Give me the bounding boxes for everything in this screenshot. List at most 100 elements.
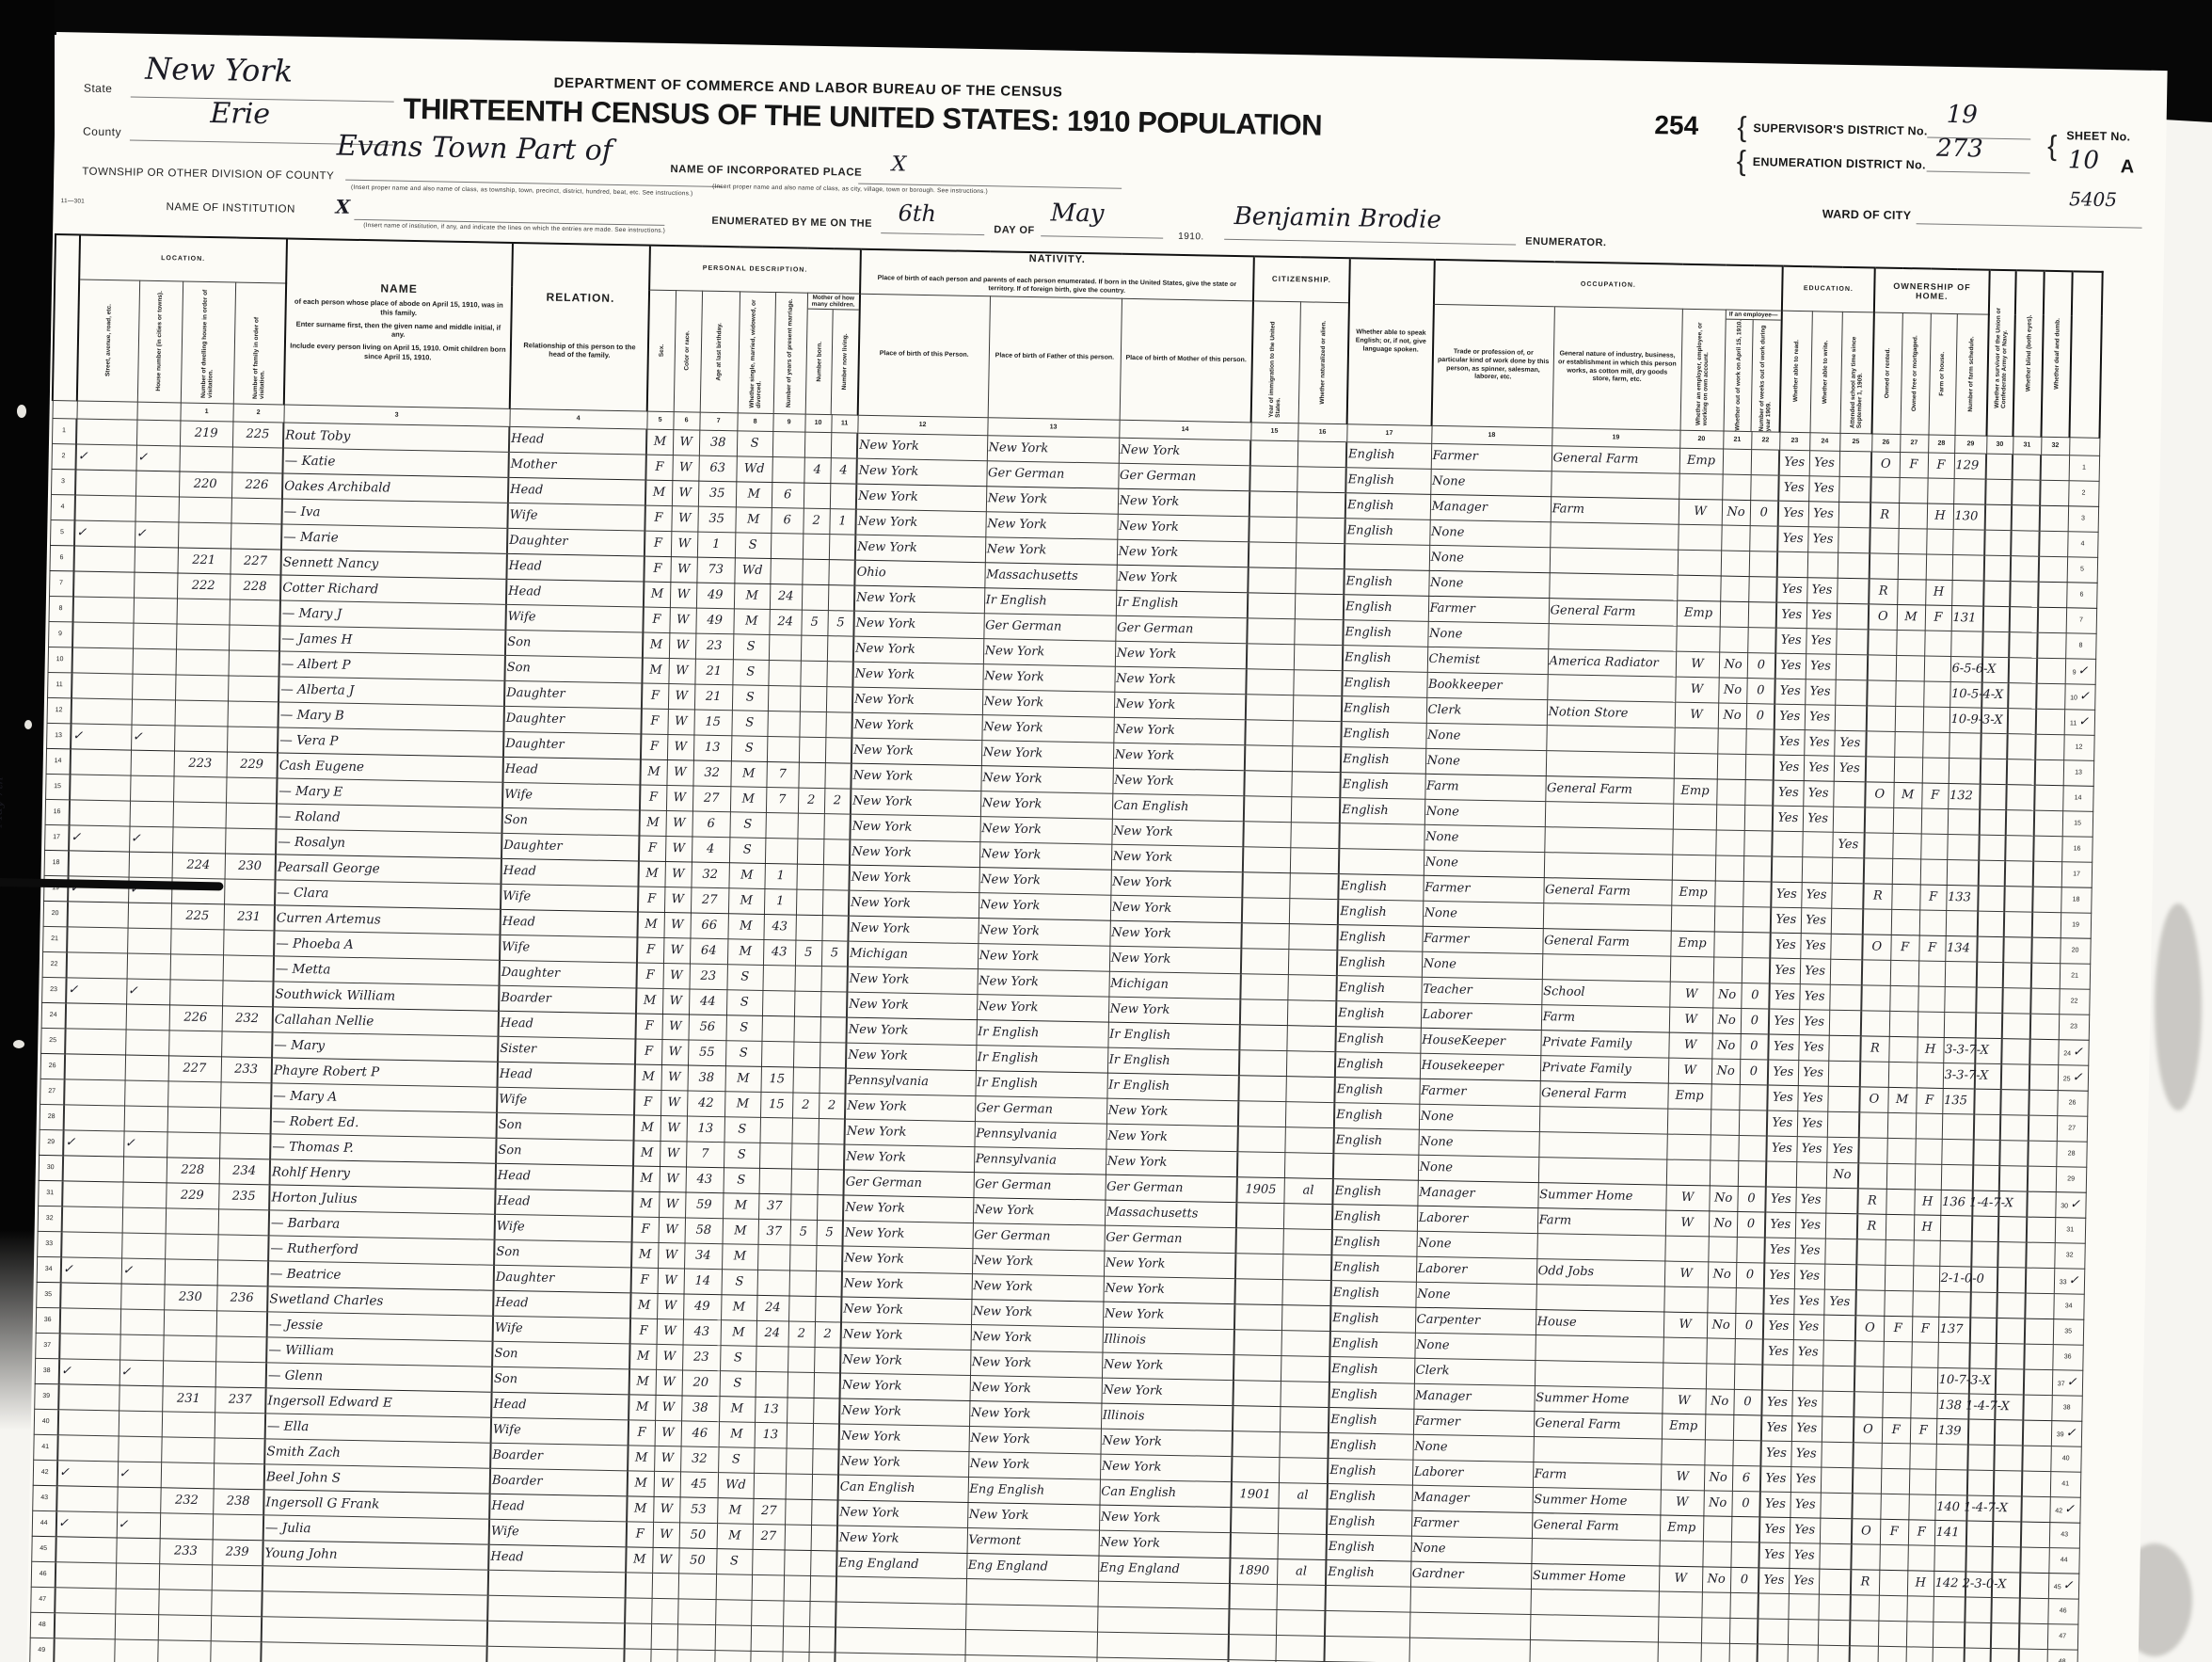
cell: W	[1662, 1387, 1706, 1414]
cell	[1806, 551, 1838, 578]
division-value: Evans Town Part of	[336, 129, 613, 168]
cell: New York	[844, 1118, 976, 1147]
cell: W	[1660, 1489, 1704, 1516]
cell	[1533, 1436, 1662, 1464]
cell	[756, 1345, 788, 1372]
cell: Yes	[1792, 1314, 1824, 1340]
row-number-left: 11	[47, 671, 72, 698]
col-farm-house-header: Farm or house.	[1928, 312, 1957, 436]
cell	[2003, 911, 2033, 937]
cell: New York	[842, 1245, 973, 1274]
cell	[1742, 906, 1772, 933]
cell	[1293, 644, 1344, 671]
cell	[1276, 1584, 1327, 1610]
cell: 43	[763, 938, 796, 966]
cell: 233	[220, 1056, 273, 1083]
cell	[809, 1574, 837, 1602]
cell	[1248, 567, 1296, 594]
cell: None	[1418, 1128, 1539, 1158]
cell	[764, 837, 798, 864]
column-number: 26	[1871, 433, 1901, 452]
cell	[1971, 1240, 1998, 1268]
cell	[225, 802, 278, 829]
cell	[1981, 732, 2008, 759]
cell: ✓	[117, 1461, 162, 1488]
cell: Yes	[1790, 1415, 1822, 1442]
cell	[795, 888, 823, 916]
cell: Yes	[1758, 1542, 1790, 1569]
cell	[59, 1333, 120, 1360]
row-number-left: 20	[42, 900, 69, 927]
cell: Yes	[1800, 933, 1831, 959]
column-number: 14	[1119, 419, 1251, 440]
cell	[1743, 830, 1773, 856]
cell	[213, 1462, 265, 1490]
cell: M	[638, 860, 666, 887]
cell	[751, 1574, 785, 1601]
cell: Odd Jobs	[1536, 1258, 1665, 1286]
cell: W	[653, 1495, 680, 1523]
cell	[2011, 530, 2040, 556]
cell: R	[1857, 1188, 1886, 1214]
cell: M	[642, 631, 670, 659]
cell: M	[632, 1165, 660, 1191]
cell	[714, 1624, 752, 1651]
cell	[121, 1207, 167, 1234]
cell: Head	[491, 1391, 629, 1420]
cell: Yes	[1789, 1542, 1820, 1569]
cell	[835, 1601, 966, 1629]
cell: Emp	[1673, 777, 1717, 805]
cell	[1835, 679, 1868, 706]
cell: New York	[1116, 538, 1249, 567]
cell: Head	[495, 1162, 634, 1191]
col-dwelling-header: Number of dwelling house in order of vis…	[180, 280, 236, 404]
cell: Yes	[1796, 1136, 1827, 1162]
cell	[1543, 852, 1673, 880]
cell	[130, 749, 175, 776]
cell	[230, 522, 282, 550]
row-number-left: 44	[31, 1510, 57, 1537]
row-number-left: 18	[43, 849, 70, 876]
cell	[1973, 1113, 2001, 1141]
cell: Daughter	[493, 1264, 632, 1293]
cell	[770, 558, 803, 584]
cell: W	[655, 1394, 682, 1421]
cell: None	[1427, 620, 1549, 649]
cell: F	[1919, 884, 1947, 910]
cell	[1897, 578, 1926, 605]
cell	[71, 697, 133, 725]
cell: General Farm	[1551, 445, 1680, 473]
cell: New York	[844, 1143, 975, 1173]
cell: Yes	[1769, 957, 1801, 984]
cell: S	[724, 1142, 760, 1168]
cell	[2008, 657, 2038, 683]
cell	[1920, 833, 1948, 859]
cell: No	[1718, 651, 1748, 679]
cell	[2009, 606, 2039, 632]
cell: W	[659, 1191, 686, 1218]
cell: M	[729, 786, 767, 812]
cell	[770, 533, 804, 559]
cell	[1836, 602, 1870, 630]
cell: None	[1417, 1154, 1539, 1183]
cell	[73, 570, 135, 598]
cell	[56, 1485, 118, 1512]
cell	[762, 964, 796, 991]
cell: Yes	[1775, 601, 1807, 629]
cell	[1824, 1212, 1858, 1239]
row-number-right: 38	[2051, 1395, 2082, 1421]
cell	[178, 496, 231, 523]
row-number-right: 27	[2056, 1115, 2088, 1142]
cell: Massachusetts	[1105, 1199, 1237, 1228]
cell	[756, 1269, 790, 1296]
cell	[2040, 479, 2069, 506]
cell	[133, 597, 178, 624]
cell: Wife	[494, 1213, 633, 1242]
cell: O	[1865, 781, 1894, 807]
cell: F	[634, 1089, 661, 1115]
cell: 6-5-6-X	[1949, 656, 1996, 682]
cell: New York	[1111, 818, 1244, 847]
cell	[1827, 1060, 1861, 1087]
cell: Yes	[1799, 958, 1831, 984]
cell	[1758, 1592, 1789, 1620]
